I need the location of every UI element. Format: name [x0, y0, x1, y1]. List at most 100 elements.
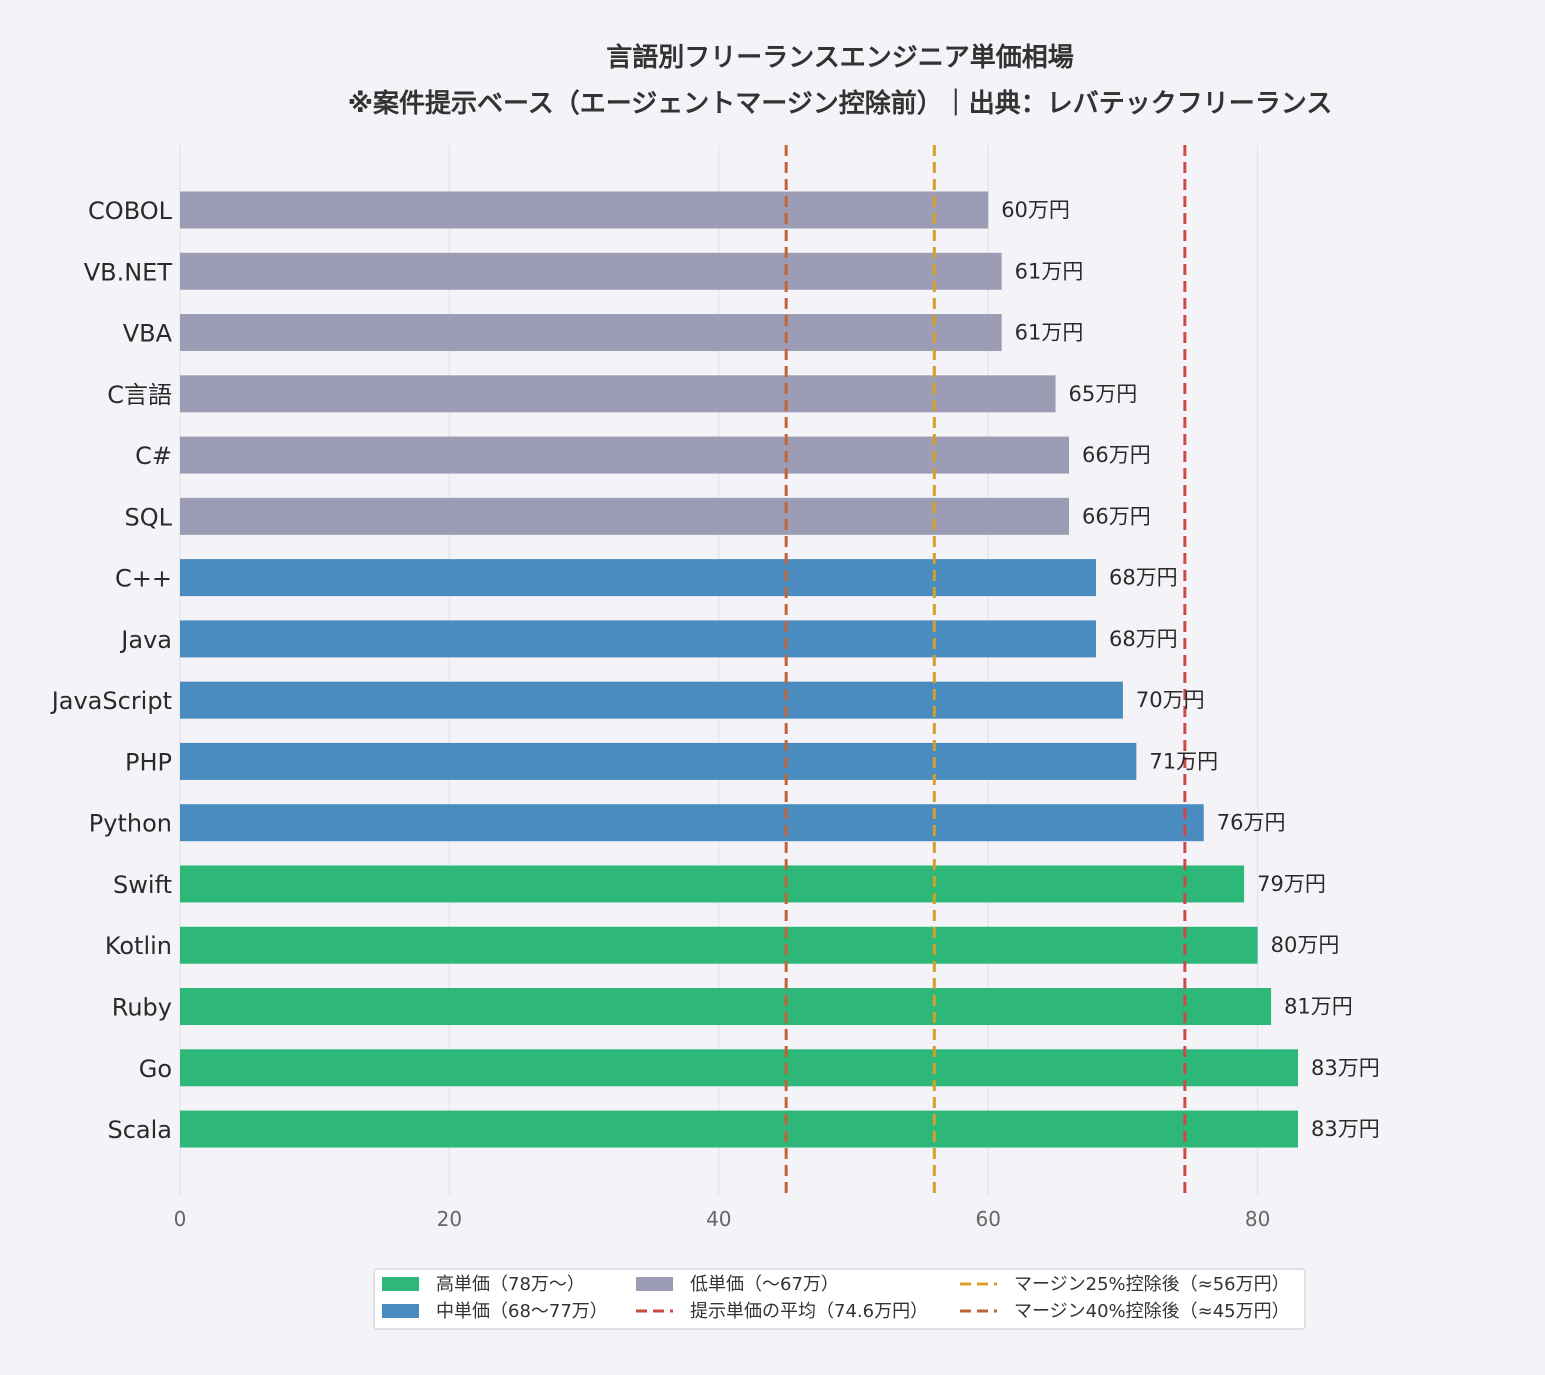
category-label: Scala: [107, 1116, 172, 1144]
bar-value-label: 66万円: [1082, 504, 1151, 528]
legend-swatch: [382, 1304, 419, 1318]
chart-title: 言語別フリーランスエンジニア単価相場: [606, 42, 1073, 73]
bar: [180, 1049, 1299, 1087]
category-label: Kotlin: [105, 932, 172, 960]
category-label: COBOL: [88, 197, 173, 225]
bar-value-number: 66: [1082, 443, 1109, 467]
bar: [180, 926, 1258, 964]
bar-value-number: 68: [1109, 627, 1136, 651]
bar-value-unit: 万円: [1338, 1056, 1380, 1080]
bar: [180, 252, 1002, 290]
bar-value-unit: 万円: [1041, 259, 1083, 283]
bar-value-unit: 万円: [1243, 811, 1285, 835]
bar: [180, 804, 1204, 842]
legend-label: 提示単価の平均（74.6万円）: [690, 1301, 928, 1322]
category-label: SQL: [125, 503, 173, 531]
category-label: JavaScript: [50, 687, 172, 715]
bar-value-label: 61万円: [1015, 321, 1084, 345]
x-tick-label: 60: [975, 1207, 1000, 1231]
bar-value-number: 65: [1069, 382, 1096, 406]
bars: [180, 191, 1299, 1148]
bar-value-number: 81: [1284, 995, 1311, 1019]
bar-value-unit: 万円: [1136, 566, 1178, 590]
bar-value-number: 68: [1109, 566, 1136, 590]
bar-value-number: 71: [1149, 749, 1176, 773]
category-label: PHP: [125, 748, 172, 776]
bar-value-number: 60: [1001, 198, 1028, 222]
bar-value-label: 65万円: [1069, 382, 1138, 406]
bar-value-unit: 万円: [1041, 321, 1083, 345]
category-label: C言語: [107, 381, 172, 409]
bar: [180, 436, 1070, 474]
bar-value-number: 83: [1311, 1056, 1338, 1080]
bar-value-number: 80: [1271, 933, 1298, 957]
bar: [180, 620, 1096, 658]
legend-label: 高単価（78万〜）: [436, 1274, 585, 1295]
category-label: Ruby: [112, 994, 172, 1022]
category-label: C++: [115, 565, 172, 593]
legend-label: マージン25%控除後（≈56万円）: [1014, 1274, 1290, 1295]
bar-value-label: 83万円: [1311, 1056, 1380, 1080]
bar: [180, 314, 1002, 352]
bar-value-number: 66: [1082, 504, 1109, 528]
x-tick-label: 80: [1245, 1207, 1270, 1231]
legend-label: 低単価（〜67万）: [690, 1274, 839, 1295]
chart-subtitle: ※案件提示ベース（エージェントマージン控除前）｜出典：レバテックフリーランス: [348, 88, 1332, 119]
bar: [180, 681, 1123, 719]
bar: [180, 559, 1096, 597]
reference-lines: [784, 145, 1187, 1195]
bar: [180, 742, 1137, 780]
bar-value-number: 79: [1257, 872, 1284, 896]
legend-label: マージン40%控除後（≈45万円）: [1014, 1301, 1290, 1322]
gridlines: 0 20 40 60 80: [174, 145, 1270, 1231]
category-label: VBA: [123, 320, 173, 348]
bar-value-label: 80万円: [1271, 933, 1340, 957]
legend-box: [373, 1268, 1306, 1330]
bar-value-number: 61: [1015, 259, 1042, 283]
x-tick-label: 20: [437, 1207, 462, 1231]
bar-value-number: 76: [1217, 811, 1244, 835]
bar-value-label: 76万円: [1217, 811, 1286, 835]
bar-value-unit: 万円: [1109, 443, 1151, 467]
bar-value-unit: 万円: [1338, 1117, 1380, 1141]
legend: 高単価（78万〜） 中単価（68〜77万） 低単価（〜67万） 提示単価の平均（74.…: [373, 1268, 1306, 1330]
bar-value-label: 83万円: [1311, 1117, 1380, 1141]
bar-value-label: 71万円: [1149, 749, 1218, 773]
x-tick-label: 0: [174, 1207, 187, 1231]
bar: [180, 375, 1056, 413]
category-label: Go: [139, 1055, 172, 1083]
category-label: Python: [89, 810, 172, 838]
bar-value-label: 79万円: [1257, 872, 1326, 896]
bar-value-number: 61: [1015, 321, 1042, 345]
legend-swatch: [636, 1277, 673, 1291]
bar: [180, 988, 1272, 1026]
bar-value-unit: 万円: [1176, 749, 1218, 773]
bar-value-unit: 万円: [1311, 995, 1353, 1019]
legend-swatch: [382, 1277, 419, 1291]
bar-value-unit: 万円: [1136, 627, 1178, 651]
bar-value-label: 68万円: [1109, 627, 1178, 651]
category-label: VB.NET: [84, 258, 173, 286]
bar-value-unit: 万円: [1109, 504, 1151, 528]
bar-value-label: 60万円: [1001, 198, 1070, 222]
bar-value-label: 70万円: [1136, 688, 1205, 712]
category-label: Swift: [113, 871, 172, 899]
bar: [180, 865, 1245, 903]
bar-value-label: 66万円: [1082, 443, 1151, 467]
category-label: Java: [119, 626, 172, 654]
bar-value-unit: 万円: [1095, 382, 1137, 406]
bar-value-label: 61万円: [1015, 259, 1084, 283]
bar-value-unit: 万円: [1297, 933, 1339, 957]
x-tick-label: 40: [706, 1207, 731, 1231]
bar: [180, 191, 989, 229]
bar-value-unit: 万円: [1163, 688, 1205, 712]
category-label: C#: [135, 442, 172, 470]
bar-value-unit: 万円: [1284, 872, 1326, 896]
legend-label: 中単価（68〜77万）: [436, 1301, 608, 1322]
bar-value-unit: 万円: [1028, 198, 1070, 222]
bar: [180, 1110, 1299, 1148]
bar-value-number: 83: [1311, 1117, 1338, 1141]
bar-value-label: 81万円: [1284, 995, 1353, 1019]
